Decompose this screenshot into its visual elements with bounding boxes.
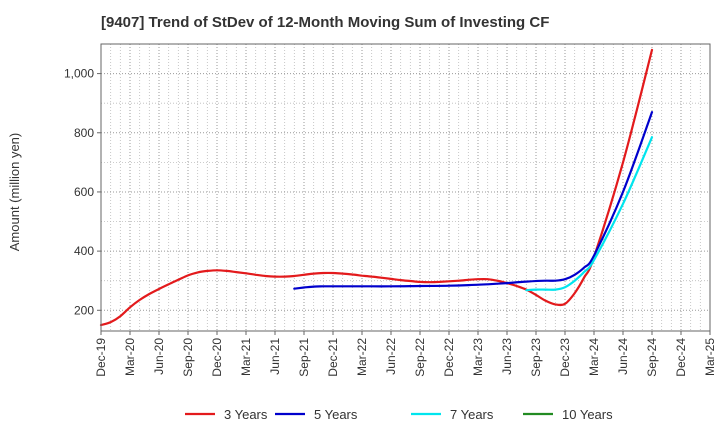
x-tick-label: Mar-22 [355,338,369,376]
x-tick-label: Mar-21 [239,338,253,376]
legend: 3 Years 5 Years 7 Years 10 Years [185,407,613,422]
x-tick-label: Dec-22 [442,338,456,377]
x-tick-label: Sep-20 [181,338,195,377]
x-tick-label: Jun-21 [268,338,282,375]
grid-layer [100,44,711,331]
chart-title: [9407] Trend of StDev of 12-Month Moving… [101,14,550,31]
x-tick-label: Jun-23 [500,338,514,375]
x-tick-label: Dec-19 [94,338,108,377]
x-tick-label: Sep-22 [413,338,427,377]
y-axis-ticks: 200 400 600 800 1,000 [64,67,101,317]
y-tick-label: 600 [74,185,94,199]
x-tick-label: Jun-20 [152,338,166,375]
x-tick-label: Sep-24 [645,338,659,377]
series-layer [99,48,654,327]
x-tick-label: Dec-23 [558,338,572,377]
y-axis-label: Amount (million yen) [7,133,22,252]
y-tick-label: 800 [74,126,94,140]
series-line [99,48,654,327]
x-tick-label: Mar-20 [123,338,137,376]
x-tick-label: Mar-24 [587,338,601,376]
plot-frame [100,43,711,332]
legend-label: 5 Years [314,407,358,422]
x-tick-label: Jun-22 [384,338,398,375]
x-tick-label: Mar-23 [471,338,485,376]
x-tick-label: Jun-24 [616,338,630,375]
x-tick-label: Sep-21 [297,338,311,377]
x-tick-label: Sep-23 [529,338,543,377]
y-tick-label: 200 [74,303,94,317]
x-tick-label: Dec-24 [674,338,688,377]
y-tick-label: 1,000 [64,67,94,81]
x-tick-label: Dec-21 [326,338,340,377]
x-tick-label: Mar-25 [703,338,717,376]
series-line [525,136,654,292]
series-line [293,111,654,290]
legend-label: 7 Years [450,407,494,422]
legend-label: 10 Years [562,407,613,422]
y-tick-label: 400 [74,244,94,258]
legend-label: 3 Years [224,407,268,422]
x-tick-label: Dec-20 [210,338,224,377]
x-axis-ticks: Dec-19 Mar-20 Jun-20 Sep-20 Dec-20 Mar-21 Jun-… [94,331,717,377]
